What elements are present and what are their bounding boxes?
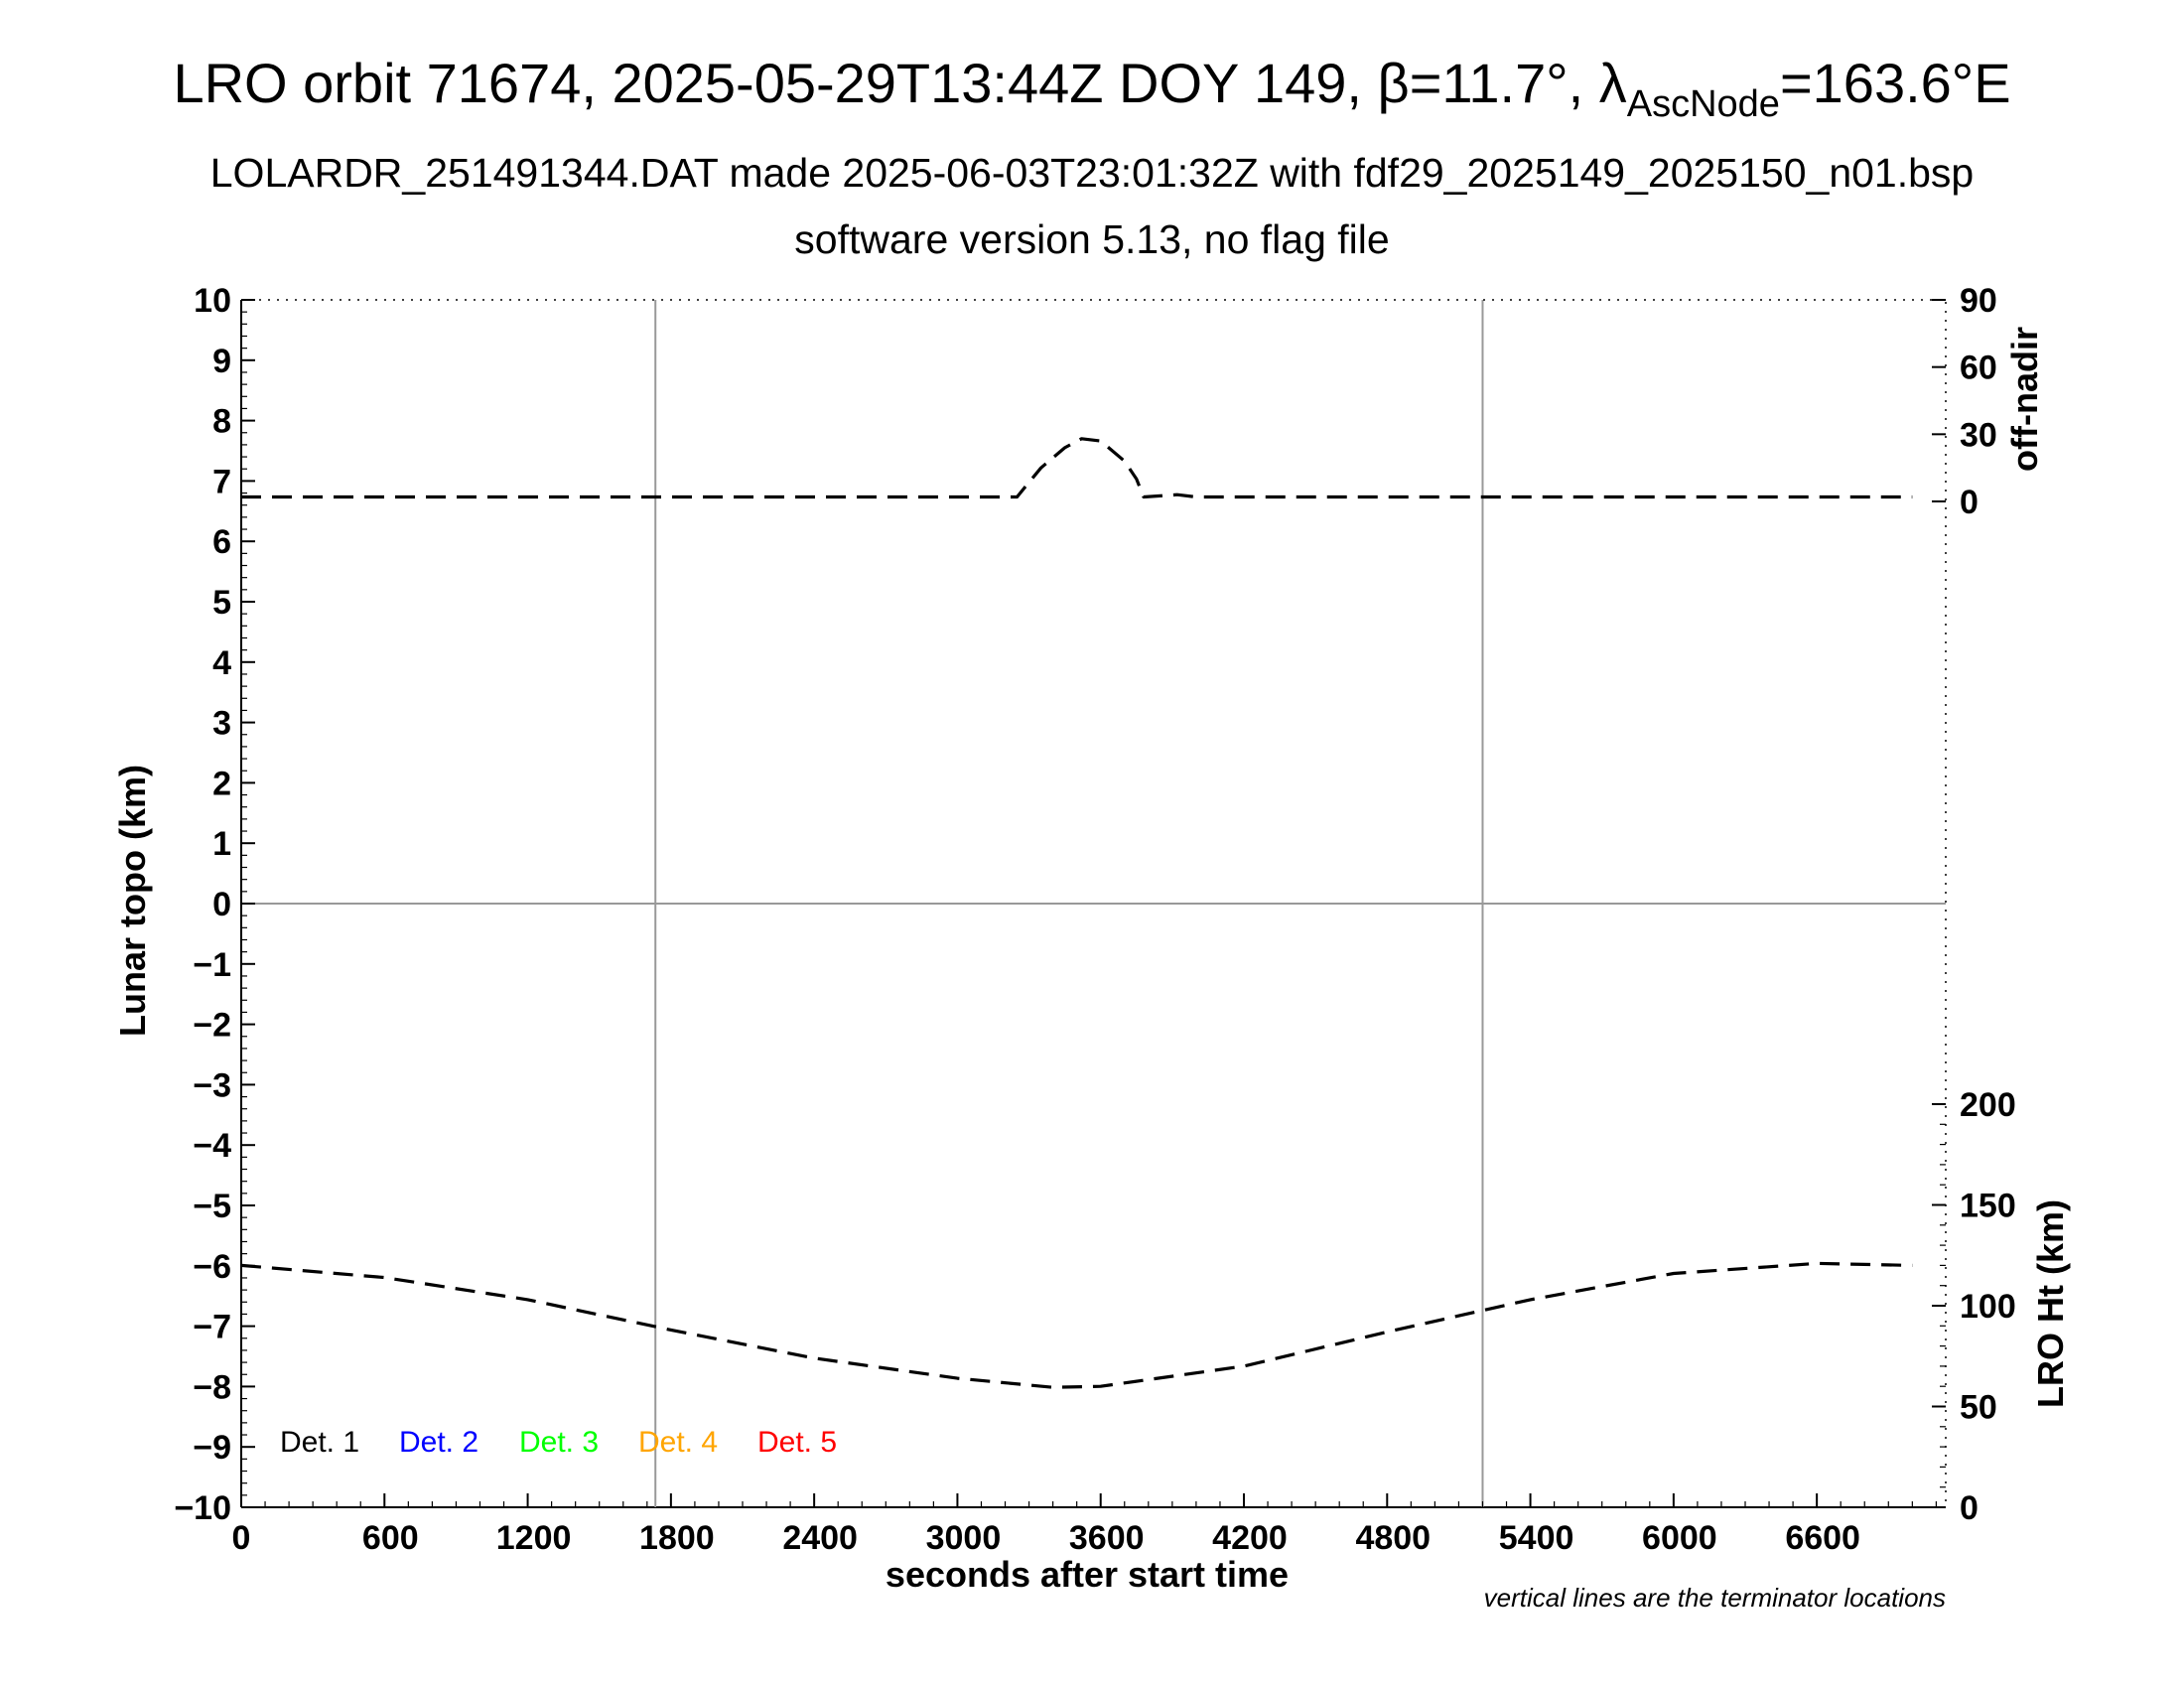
off-nadir-tick-label: 0 <box>1960 484 1979 521</box>
y-tick-label: −9 <box>193 1429 231 1467</box>
off-nadir-tick-label: 30 <box>1960 416 1997 454</box>
y-axis-label-left: Lunar topo (km) <box>112 765 153 1037</box>
y-tick-label: −7 <box>193 1309 231 1346</box>
legend-item: Det. 2 <box>399 1426 478 1459</box>
legend-item: Det. 5 <box>757 1426 837 1459</box>
legend-item: Det. 4 <box>638 1426 718 1459</box>
x-tick-label: 5400 <box>1499 1519 1574 1557</box>
x-tick-label: 3600 <box>1069 1519 1145 1557</box>
lro-ht-tick-label: 100 <box>1960 1288 2016 1326</box>
legend: Det. 1 Det. 2 Det. 3 Det. 4 Det. 5 <box>280 1426 837 1459</box>
x-tick-label: 1200 <box>496 1519 572 1557</box>
y-tick-label: −4 <box>193 1127 231 1165</box>
chart-title-end: =163.6°E <box>1780 52 2011 114</box>
lro-ht-tick-label: 150 <box>1960 1188 2016 1225</box>
off-nadir-series-line <box>241 437 1913 499</box>
lro-ht-tick-label: 50 <box>1960 1389 1997 1427</box>
y-tick-label: 10 <box>194 282 231 320</box>
y-tick-label: −6 <box>193 1248 231 1286</box>
off-nadir-tick-label: 60 <box>1960 350 1997 387</box>
y-tick-label: −1 <box>193 946 231 984</box>
y-tick-label: −10 <box>174 1489 231 1527</box>
x-tick-labels: 0 600 1200 1800 2400 3000 3600 4200 4800 5400 6000… <box>232 1519 1860 1557</box>
x-tick-label: 1800 <box>639 1519 715 1557</box>
chart-subtitle-version: software version 5.13, no flag file <box>794 216 1389 262</box>
lro-ht-tick-labels: 200 150 100 50 0 <box>1960 1086 2016 1527</box>
grid-layer <box>240 300 1946 1508</box>
lro-ht-tick-label: 200 <box>1960 1086 2016 1124</box>
y-tick-label: −8 <box>193 1368 231 1406</box>
footnote: vertical lines are the terminator locati… <box>1484 1583 1946 1613</box>
y-tick-label: 4 <box>212 644 231 682</box>
x-tick-label: 4200 <box>1212 1519 1288 1557</box>
x-tick-label: 6600 <box>1785 1519 1860 1557</box>
y-tick-label: −2 <box>193 1007 231 1045</box>
y-tick-label: 8 <box>212 403 231 441</box>
y-axis-label-lro-ht: LRO Ht (km) <box>2030 1199 2071 1408</box>
y-tick-label: 2 <box>212 765 231 802</box>
x-tick-label: 600 <box>362 1519 419 1557</box>
y-tick-label: 1 <box>212 825 231 863</box>
legend-item: Det. 3 <box>519 1426 599 1459</box>
x-tick-label: 2400 <box>782 1519 858 1557</box>
y-tick-label: −3 <box>193 1066 231 1104</box>
chart-title-subscript: AscNode <box>1627 83 1780 125</box>
ticks-layer <box>240 299 1946 1508</box>
lro-ht-tick-label: 0 <box>1960 1489 1979 1527</box>
y-tick-label: −5 <box>193 1188 231 1225</box>
chart-subtitle-file: LOLARDR_251491344.DAT made 2025-06-03T23… <box>210 150 1974 196</box>
y-tick-label: 6 <box>212 523 231 561</box>
legend-item: Det. 1 <box>280 1426 359 1459</box>
y-tick-label: 5 <box>212 584 231 622</box>
chart-title: LRO orbit 71674, 2025-05-29T13:44Z DOY 1… <box>173 52 2010 125</box>
y-tick-label: 3 <box>212 705 231 743</box>
y-axis-label-off-nadir: off-nadir <box>2004 327 2045 472</box>
lro-height-series-line <box>240 1261 1913 1389</box>
off-nadir-tick-labels: 90 60 30 0 <box>1960 282 1997 521</box>
x-tick-label: 0 <box>232 1519 251 1557</box>
y-tick-label: 0 <box>212 886 231 923</box>
plot-frame <box>240 299 1947 1508</box>
x-tick-label: 4800 <box>1355 1519 1431 1557</box>
series-layer <box>240 437 1913 1389</box>
y-tick-label: 9 <box>212 343 231 380</box>
x-tick-label: 6000 <box>1642 1519 1717 1557</box>
x-axis-label: seconds after start time <box>886 1554 1289 1595</box>
off-nadir-tick-label: 90 <box>1960 282 1997 320</box>
y-tick-label: 7 <box>212 463 231 500</box>
x-tick-label: 3000 <box>926 1519 1002 1557</box>
plot-area <box>240 299 1947 1508</box>
